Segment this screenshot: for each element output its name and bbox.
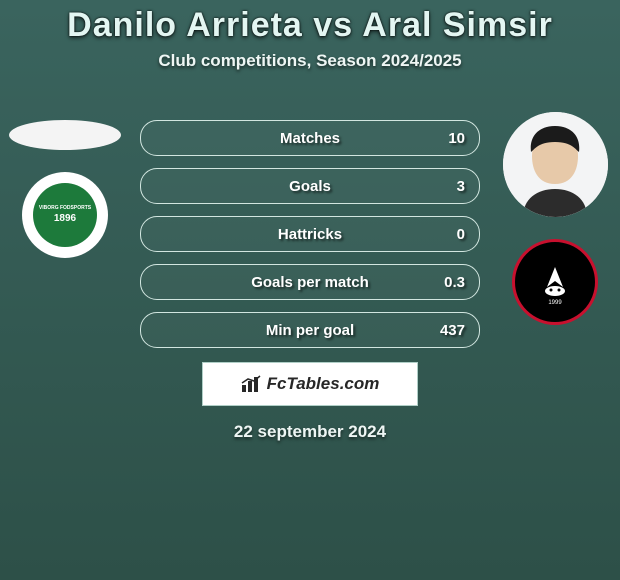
subtitle: Club competitions, Season 2024/2025 bbox=[0, 51, 620, 71]
club2-year: 1999 bbox=[548, 300, 562, 306]
brand-box[interactable]: FcTables.com bbox=[202, 362, 418, 406]
stat-right: 0.3 bbox=[444, 274, 465, 291]
stat-row: Matches 10 bbox=[140, 120, 480, 156]
player1-photo bbox=[9, 120, 121, 150]
page-title: Danilo Arrieta vs Aral Simsir bbox=[0, 0, 620, 45]
stat-right: 437 bbox=[440, 322, 465, 339]
stat-label: Min per goal bbox=[266, 322, 354, 339]
stats-section: Matches 10 Goals 3 Hattricks 0 Goals per… bbox=[140, 120, 480, 442]
left-player-column: VIBORG FODSPORTS 1896 bbox=[0, 112, 130, 258]
date-label: 22 september 2024 bbox=[140, 422, 480, 442]
stat-label: Hattricks bbox=[278, 226, 342, 243]
club1-name-top: VIBORG FODSPORTS bbox=[39, 206, 91, 211]
brand-chart-icon bbox=[241, 375, 263, 393]
stat-right: 10 bbox=[448, 130, 465, 147]
club2-logo: 1999 bbox=[512, 239, 598, 325]
stat-row: Hattricks 0 bbox=[140, 216, 480, 252]
stat-row: Goals per match 0.3 bbox=[140, 264, 480, 300]
club1-logo-inner: VIBORG FODSPORTS 1896 bbox=[33, 183, 97, 247]
club1-year: 1896 bbox=[54, 213, 76, 224]
club1-logo: VIBORG FODSPORTS 1896 bbox=[22, 172, 108, 258]
stat-row: Min per goal 437 bbox=[140, 312, 480, 348]
stat-label: Matches bbox=[280, 130, 340, 147]
stat-label: Goals bbox=[289, 178, 331, 195]
player2-face-placeholder-icon bbox=[503, 112, 608, 217]
player2-photo bbox=[503, 112, 608, 217]
stat-right: 0 bbox=[457, 226, 465, 243]
stat-row: Goals 3 bbox=[140, 168, 480, 204]
comparison-card: Danilo Arrieta vs Aral Simsir Club compe… bbox=[0, 0, 620, 580]
stat-label: Goals per match bbox=[251, 274, 369, 291]
brand-text: FcTables.com bbox=[267, 374, 380, 394]
club2-logo-icon: 1999 bbox=[530, 257, 580, 307]
stat-right: 3 bbox=[457, 178, 465, 195]
right-player-column: 1999 bbox=[490, 112, 620, 325]
